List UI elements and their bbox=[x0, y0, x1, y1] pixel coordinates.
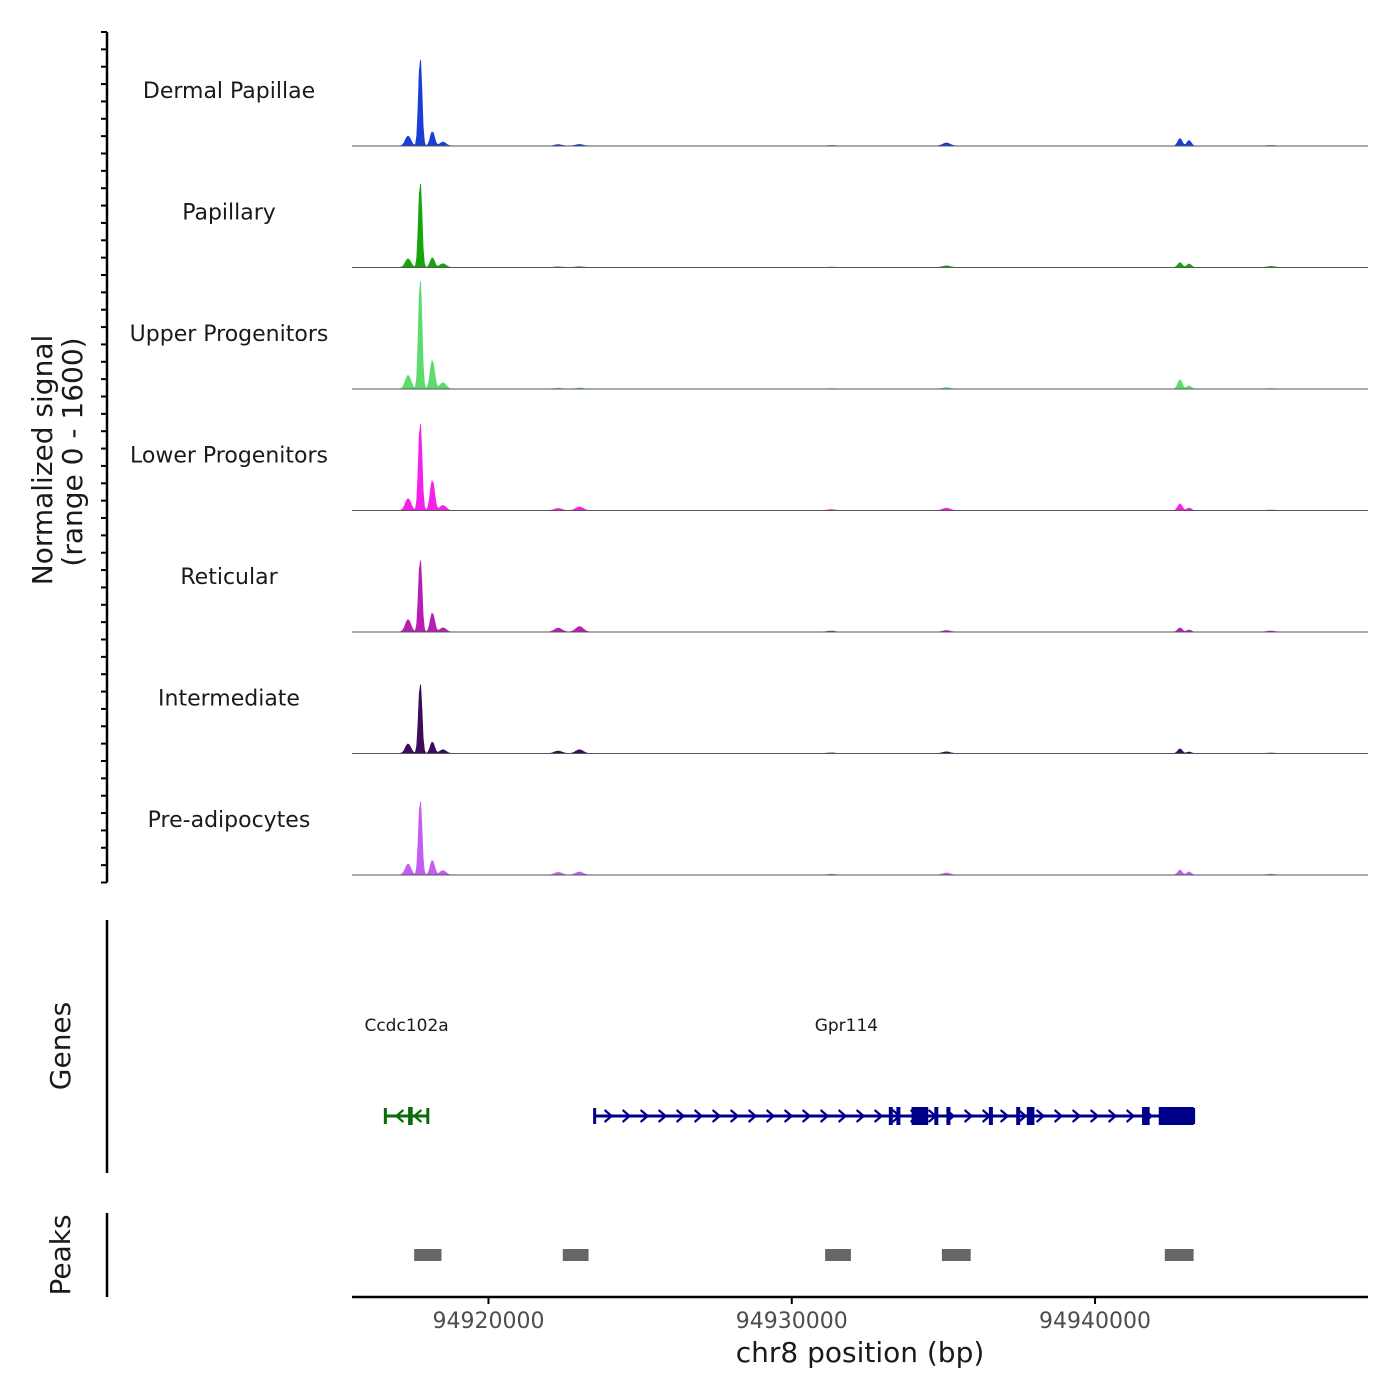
track-papillary: Papillary bbox=[182, 183, 1368, 268]
peak-track bbox=[414, 1249, 1194, 1261]
strand-chevron bbox=[603, 1109, 614, 1123]
signal-y-axis bbox=[101, 31, 109, 884]
track-intermediate: Intermediate bbox=[158, 684, 1368, 754]
strand-chevron bbox=[873, 1109, 884, 1123]
strand-chevron bbox=[657, 1109, 668, 1123]
gene-label: Gpr114 bbox=[815, 1016, 878, 1036]
x-tick-label: 94930000 bbox=[736, 1309, 848, 1334]
strand-chevron bbox=[1089, 1109, 1100, 1123]
exon bbox=[934, 1107, 939, 1125]
strand-chevron bbox=[1053, 1109, 1064, 1123]
strand-chevron bbox=[819, 1109, 830, 1123]
exon bbox=[888, 1107, 893, 1125]
gene-track: Ccdc102a Gpr114 bbox=[364, 1016, 1196, 1125]
strand-chevron bbox=[1071, 1109, 1082, 1123]
strand-chevron bbox=[837, 1109, 848, 1123]
signal-area bbox=[352, 59, 1368, 147]
peak-region bbox=[825, 1249, 851, 1261]
peak-region bbox=[941, 1249, 971, 1261]
exon bbox=[408, 1107, 413, 1125]
strand-chevron bbox=[639, 1109, 650, 1123]
strand-chevron bbox=[621, 1109, 632, 1123]
track-label: Papillary bbox=[182, 201, 276, 226]
signal-tracks: Dermal Papillae Papillary Upper Progenitor… bbox=[130, 59, 1368, 876]
exon bbox=[1026, 1107, 1035, 1125]
peaks-label: Peaks bbox=[44, 1214, 77, 1295]
track-dermal-papillae: Dermal Papillae bbox=[143, 59, 1368, 147]
peak-region bbox=[414, 1249, 442, 1261]
track-label: Lower Progenitors bbox=[130, 444, 328, 469]
x-axis-label: chr8 position (bp) bbox=[736, 1336, 985, 1369]
x-axis: 94920000 94930000 94940000 bbox=[352, 1295, 1368, 1334]
exon bbox=[1016, 1107, 1021, 1125]
exon bbox=[896, 1107, 901, 1125]
peak-region bbox=[562, 1249, 589, 1261]
exon bbox=[946, 1107, 951, 1125]
genes-label: Genes bbox=[44, 1002, 77, 1090]
peak-region bbox=[1164, 1249, 1194, 1261]
strand-chevron bbox=[693, 1109, 704, 1123]
strand-chevron bbox=[855, 1109, 866, 1123]
y-axis-range-label: (range 0 - 1600) bbox=[56, 337, 89, 566]
exon bbox=[1142, 1107, 1150, 1125]
strand-chevron bbox=[963, 1109, 974, 1123]
strand-chevron bbox=[1017, 1109, 1028, 1123]
exon bbox=[911, 1107, 929, 1125]
strand-chevron bbox=[412, 1109, 423, 1123]
x-tick-label: 94920000 bbox=[432, 1309, 544, 1334]
track-lower-progenitors: Lower Progenitors bbox=[130, 424, 1368, 511]
strand-chevron bbox=[801, 1109, 812, 1123]
strand-chevron bbox=[675, 1109, 686, 1123]
track-label: Reticular bbox=[180, 565, 278, 590]
track-label: Dermal Papillae bbox=[143, 79, 315, 104]
exon bbox=[988, 1107, 993, 1125]
signal-area bbox=[352, 560, 1368, 633]
y-axis-label: Normalized signal bbox=[26, 335, 59, 586]
strand-chevron bbox=[711, 1109, 722, 1123]
strand-chevron bbox=[1125, 1109, 1136, 1123]
strand-chevron bbox=[1107, 1109, 1118, 1123]
exon bbox=[1158, 1107, 1194, 1125]
signal-area bbox=[352, 281, 1368, 390]
strand-chevron bbox=[1035, 1109, 1046, 1123]
gene-label: Ccdc102a bbox=[364, 1016, 448, 1036]
strand-chevron bbox=[729, 1109, 740, 1123]
track-reticular: Reticular bbox=[180, 560, 1368, 633]
track-pre-adipocytes: Pre-adipocytes bbox=[148, 801, 1368, 876]
signal-area bbox=[352, 183, 1368, 268]
gene-gpr114: Gpr114 bbox=[593, 1016, 1196, 1125]
track-upper-progenitors: Upper Progenitors bbox=[130, 281, 1368, 390]
signal-area bbox=[352, 684, 1368, 754]
x-tick-label: 94940000 bbox=[1039, 1309, 1151, 1334]
signal-area bbox=[352, 801, 1368, 876]
strand-chevron bbox=[747, 1109, 758, 1123]
signal-area bbox=[352, 424, 1368, 511]
strand-chevron bbox=[783, 1109, 794, 1123]
track-label: Intermediate bbox=[158, 687, 300, 712]
gene-ccdc102a: Ccdc102a bbox=[364, 1016, 449, 1125]
strand-chevron bbox=[394, 1109, 405, 1123]
track-label: Pre-adipocytes bbox=[148, 808, 311, 833]
strand-chevron bbox=[765, 1109, 776, 1123]
strand-chevron bbox=[999, 1109, 1010, 1123]
track-label: Upper Progenitors bbox=[130, 322, 329, 347]
